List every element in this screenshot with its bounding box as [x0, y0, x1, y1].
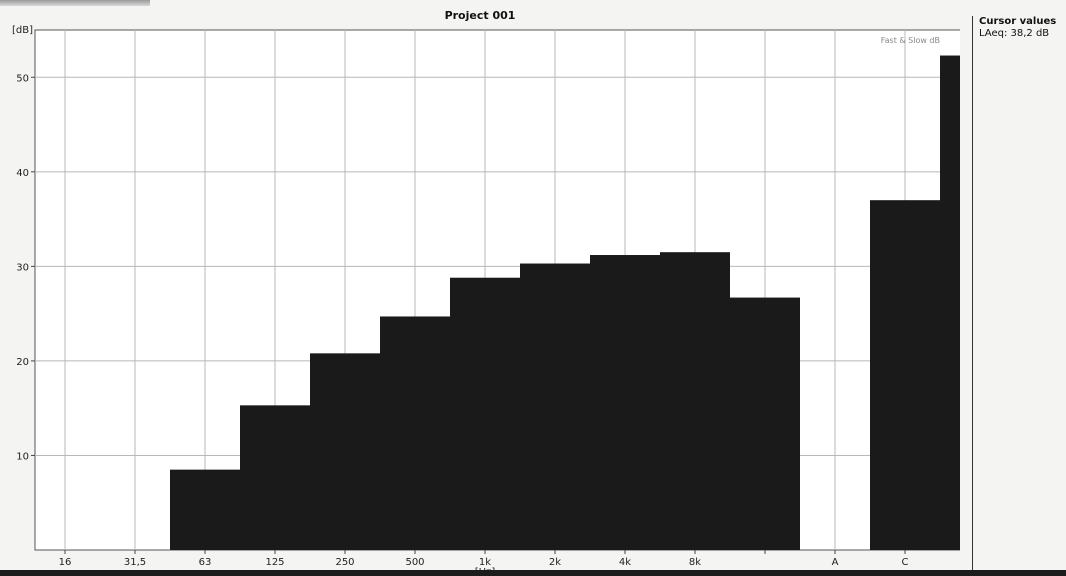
x-tick-label: 2k: [549, 557, 561, 568]
bar-1k: [520, 263, 590, 550]
bar-8k: [730, 297, 800, 550]
spectrum-chart: 10 20 30 40 50 16 31,5 63 125 250 500 1k 2k 4k 8k A C […: [12, 25, 960, 576]
bar-31,5: [170, 469, 240, 550]
x-tick-label: 1k: [479, 557, 491, 568]
bar-2k: [590, 255, 660, 550]
legend-entry: Fast & Slow dB: [881, 36, 940, 45]
y-tick-label: 20: [16, 357, 29, 368]
bar-250: [380, 316, 450, 550]
x-tick-label: 8k: [689, 557, 701, 568]
bar-A: [870, 200, 940, 550]
bottom-edge-strip: [0, 570, 1066, 576]
bar-C: [940, 55, 960, 550]
y-axis-label: [dB]: [12, 25, 33, 36]
bar-125: [310, 353, 380, 550]
chart-title: Project 001: [444, 9, 516, 22]
bar-63: [240, 405, 310, 550]
x-tick-label: 500: [405, 557, 424, 568]
x-tick-label: A: [832, 557, 839, 568]
x-tick-label: 63: [199, 557, 212, 568]
cropped-header-strip: [0, 0, 150, 6]
x-tick-label: 16: [59, 557, 72, 568]
x-tick-label: 250: [335, 557, 354, 568]
y-tick-labels: 10 20 30 40 50: [16, 73, 29, 462]
x-tick-label: C: [902, 557, 909, 568]
x-tick-label: 125: [265, 557, 284, 568]
x-tick-label: 4k: [619, 557, 631, 568]
x-tick-label: 31,5: [124, 557, 146, 568]
bar-4k: [660, 252, 730, 550]
cursor-value-laeq: LAeq: 38,2 dB: [979, 28, 1050, 39]
y-tick-label: 50: [16, 73, 29, 84]
y-tick-label: 10: [16, 451, 29, 462]
y-tick-label: 40: [16, 168, 29, 179]
cursor-values-panel: Cursor values LAeq: 38,2 dB: [972, 16, 1064, 574]
bar-500: [450, 277, 520, 550]
cursor-values-title: Cursor values: [979, 16, 1057, 27]
x-tick-labels: 16 31,5 63 125 250 500 1k 2k 4k 8k A C: [59, 550, 909, 568]
y-tick-label: 30: [16, 262, 29, 273]
bar-layer: [170, 55, 960, 550]
